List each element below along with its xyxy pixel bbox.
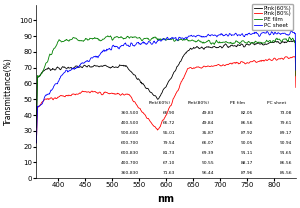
Pink(60%)	[292, 39, 296, 42]
Pink(80%)	[282, 57, 286, 60]
PE film	[106, 35, 110, 37]
Pink(60%)	[282, 41, 286, 43]
PC sheet	[223, 34, 226, 37]
PE film	[34, 125, 38, 128]
Pink(80%)	[152, 125, 156, 128]
Pink(80%)	[223, 64, 226, 67]
PE film	[223, 41, 227, 43]
PC sheet	[34, 142, 38, 144]
PE film	[167, 38, 170, 41]
Pink(80%)	[292, 55, 296, 58]
Line: PC sheet: PC sheet	[36, 31, 296, 143]
Legend: Pink(60%), Pink(80%), PE film, PC sheet: Pink(60%), Pink(80%), PE film, PC sheet	[252, 4, 293, 30]
PE film	[226, 42, 230, 44]
X-axis label: nm: nm	[158, 194, 175, 204]
Pink(80%)	[217, 63, 221, 66]
Line: PE film: PE film	[36, 36, 296, 127]
Pink(80%)	[34, 142, 38, 144]
PE film	[218, 41, 221, 43]
Pink(60%)	[166, 82, 169, 84]
PC sheet	[226, 35, 230, 37]
PE film	[283, 38, 286, 40]
Pink(60%)	[223, 44, 226, 47]
Pink(60%)	[226, 46, 230, 48]
Y-axis label: Transmittance(%): Transmittance(%)	[4, 57, 13, 125]
PC sheet	[294, 69, 298, 72]
Pink(60%)	[34, 126, 38, 129]
Pink(60%)	[152, 94, 156, 97]
Pink(60%)	[217, 46, 221, 48]
Line: Pink(80%): Pink(80%)	[36, 57, 296, 143]
PC sheet	[282, 32, 286, 35]
PC sheet	[290, 30, 294, 32]
Line: Pink(60%): Pink(60%)	[36, 41, 296, 128]
Pink(60%)	[294, 74, 298, 76]
PE film	[153, 36, 157, 38]
PC sheet	[166, 36, 169, 39]
Pink(80%)	[166, 110, 169, 113]
Pink(80%)	[226, 63, 230, 66]
Pink(80%)	[294, 86, 298, 89]
PC sheet	[217, 33, 221, 36]
PE film	[294, 75, 298, 77]
PC sheet	[152, 40, 156, 42]
